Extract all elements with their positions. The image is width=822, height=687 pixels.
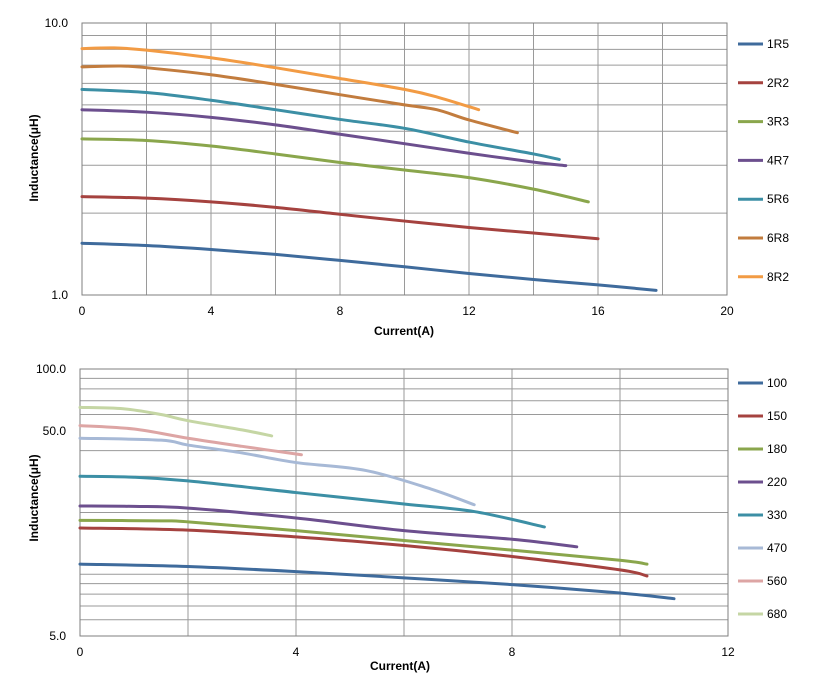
y-tick-label: 100.0 [36,362,66,376]
legend-label-330: 330 [767,508,787,522]
legend-label-100: 100 [767,376,787,390]
chart-1-legend: 1R5 2R2 3R3 4R7 5R6 6R8 8R2 [738,37,789,284]
chart-1-lines [80,46,658,292]
chart-1: 0 4 8 12 16 20 1.0 10.0 Current(A) Inductance(μ… [27,16,789,338]
x-tick-label: 0 [79,304,86,318]
x-tick-label: 12 [462,304,476,318]
x-tick-label: 8 [509,645,516,659]
y-tick-label: 10.0 [45,16,69,30]
x-tick-label: 20 [720,304,734,318]
legend-label-180: 180 [767,442,787,456]
series-line-1R5 [80,241,658,292]
series-line-8R2 [80,46,481,112]
y-tick-label: 1.0 [51,288,68,302]
chart-1-y-axis-title: Inductance(μH) [27,114,41,201]
legend-label-150: 150 [767,409,787,423]
series-line-100 [78,562,676,601]
legend-label-3R3: 3R3 [767,115,789,129]
series-line-560 [78,424,303,457]
x-tick-label: 16 [591,304,605,318]
plot-frame [81,22,728,296]
series-line-180 [78,518,649,566]
legend-label-2R2: 2R2 [767,76,789,90]
legend-label-5R6: 5R6 [767,192,789,206]
chart-1-x-axis-title: Current(A) [374,324,434,338]
chart-1-grid [81,22,728,296]
chart-2-legend: 100 150 180 220 330 470 560 680 [738,376,787,621]
x-tick-label: 8 [337,304,344,318]
chart-2-ticks: 0 4 8 12 5.0 50.0 100.0 [36,362,735,659]
series-line-330 [78,474,546,529]
series-line-470 [78,436,476,507]
legend-label-470: 470 [767,541,787,555]
chart-2-lines [78,405,676,601]
series-line-680 [78,405,274,438]
series-line-2R2 [80,195,600,241]
series-line-5R6 [80,87,561,161]
x-tick-label: 0 [77,645,84,659]
series-line-4R7 [80,108,568,168]
x-tick-label: 4 [293,645,300,659]
legend-label-8R2: 8R2 [767,270,789,284]
legend-label-560: 560 [767,574,787,588]
series-line-6R8 [80,64,519,135]
chart-2-x-axis-title: Current(A) [370,659,430,673]
legend-label-220: 220 [767,475,787,489]
series-line-220 [78,504,579,549]
series-line-150 [78,526,649,578]
legend-label-6R8: 6R8 [767,231,789,245]
y-tick-label: 5.0 [49,629,66,643]
legend-label-680: 680 [767,607,787,621]
legend-label-1R5: 1R5 [767,37,789,51]
chart-2-y-axis-title: Inductance(μH) [27,454,41,541]
chart-2: 0 4 8 12 5.0 50.0 100.0 Current(A) Inductance(… [27,362,787,673]
y-tick-label: 50.0 [43,424,67,438]
plot-frame [79,368,729,637]
series-line-3R3 [80,137,590,204]
chart-1-ticks: 0 4 8 12 16 20 1.0 10.0 [45,16,734,318]
x-tick-label: 12 [721,645,735,659]
legend-label-4R7: 4R7 [767,153,789,167]
x-tick-label: 4 [208,304,215,318]
